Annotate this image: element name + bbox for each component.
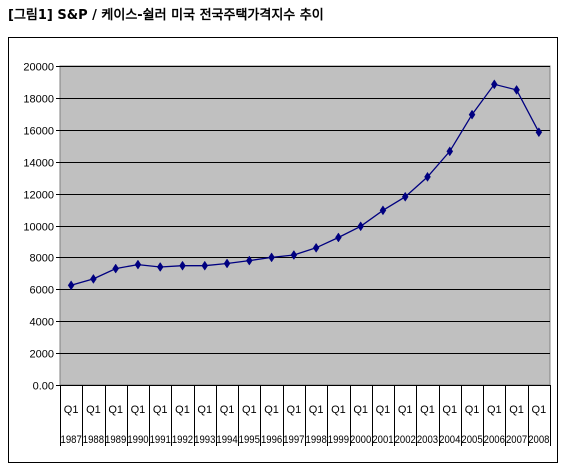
y-tick-label: 16000: [23, 126, 54, 138]
x-tick-label-year: 1989: [105, 434, 126, 446]
data-point-marker: [134, 259, 142, 270]
line-chart: 0.00 2000 4000 6000 8000 10000 12000 14000 16000…: [23, 62, 551, 446]
data-point-marker: [491, 79, 498, 90]
x-tick-label-year: 2003: [417, 434, 438, 446]
x-tick-label-quarter: Q1: [64, 404, 79, 416]
x-tick-label-quarter: Q1: [331, 404, 346, 416]
y-tick-label: 18000: [23, 94, 54, 106]
x-tick-label-quarter: Q1: [509, 404, 524, 416]
x-tick-label-quarter: Q1: [465, 404, 480, 416]
data-point-marker: [513, 84, 520, 95]
figure-title: [그림1] S&P / 케이스-쉴러 미국 전국주택가격지수 추이: [8, 8, 324, 23]
data-point-marker: [246, 255, 253, 266]
plot-area: [59, 65, 551, 386]
data-point-marker: [67, 280, 75, 291]
y-tick-label: 20000: [23, 62, 54, 74]
x-tick-label-year: 2007: [506, 434, 527, 446]
data-point-marker: [156, 262, 164, 272]
x-tick-label-year: 1998: [306, 434, 327, 446]
x-tick-label-year: 1993: [194, 434, 215, 446]
x-tick-label-year: 2005: [461, 434, 482, 446]
x-tick-label-quarter: Q1: [86, 404, 101, 416]
x-tick-label-year: 1999: [328, 434, 349, 446]
data-point-marker: [424, 171, 431, 182]
data-point-marker: [335, 232, 342, 243]
x-tick-label-year: 2008: [528, 434, 549, 446]
data-point-marker: [201, 260, 209, 271]
x-tick-label-year: 1995: [239, 434, 260, 446]
y-tick-label: 10000: [23, 222, 54, 234]
x-tick-label-year: 2001: [372, 434, 393, 446]
data-point-marker: [90, 273, 97, 284]
y-tick-label: 0.00: [33, 381, 54, 393]
x-tick-label-quarter: Q1: [532, 404, 547, 416]
data-point-marker: [379, 205, 387, 216]
x-tick-label-quarter: Q1: [398, 404, 413, 416]
x-tick-label-quarter: Q1: [287, 404, 302, 416]
x-tick-label-quarter: Q1: [353, 404, 368, 416]
x-tick-label-quarter: Q1: [220, 404, 235, 416]
x-tick-label-year: 2006: [484, 434, 505, 446]
x-tick-label-year: 1990: [127, 434, 148, 446]
data-point-marker: [312, 242, 320, 253]
x-tick-label-quarter: Q1: [487, 404, 502, 416]
chart-frame: 0.00 2000 4000 6000 8000 10000 12000 14000 16000…: [8, 37, 558, 463]
x-tick-label-year: 1994: [216, 434, 237, 446]
x-tick-label-quarter: Q1: [264, 404, 279, 416]
y-tick-label: 2000: [30, 349, 54, 361]
data-point-marker: [268, 252, 275, 263]
data-point-marker: [179, 260, 186, 271]
data-point-marker: [468, 109, 476, 120]
y-tick-label: 12000: [23, 190, 54, 202]
y-tick-label: 8000: [30, 253, 54, 265]
x-tick-label-year: 1988: [83, 434, 104, 446]
x-tick-label-year: 2002: [395, 434, 416, 446]
data-point-marker: [446, 146, 454, 157]
x-tick-label-quarter: Q1: [420, 404, 435, 416]
data-point-marker: [357, 221, 364, 232]
x-tick-label-quarter: Q1: [376, 404, 391, 416]
data-point-marker: [112, 263, 119, 274]
x-tick-label-year: 1996: [261, 434, 282, 446]
x-tick-label-year: 1992: [172, 434, 193, 446]
x-tick-label-year: 1997: [283, 434, 304, 446]
x-tick-label-year: 1991: [150, 434, 171, 446]
data-point-marker: [535, 127, 543, 138]
x-tick-label-quarter: Q1: [242, 404, 257, 416]
y-tick-label: 4000: [30, 317, 54, 329]
series-line: [70, 83, 540, 286]
data-point-marker: [401, 191, 409, 202]
x-tick-label-quarter: Q1: [197, 404, 212, 416]
x-tick-label-year: 1987: [61, 434, 82, 446]
x-tick-label-quarter: Q1: [153, 404, 168, 416]
x-tick-label-quarter: Q1: [175, 404, 190, 416]
x-tick-label-year: 2000: [350, 434, 371, 446]
data-point-marker: [223, 258, 231, 269]
x-tick-label-quarter: Q1: [131, 404, 146, 416]
x-tick-label-quarter: Q1: [108, 404, 123, 416]
y-tick-label: 14000: [23, 158, 54, 170]
x-tick-label-year: 2004: [439, 434, 460, 446]
x-tick-label-quarter: Q1: [309, 404, 324, 416]
data-point-marker: [290, 250, 298, 260]
x-tick-label-quarter: Q1: [442, 404, 457, 416]
y-tick-label: 6000: [30, 285, 54, 297]
